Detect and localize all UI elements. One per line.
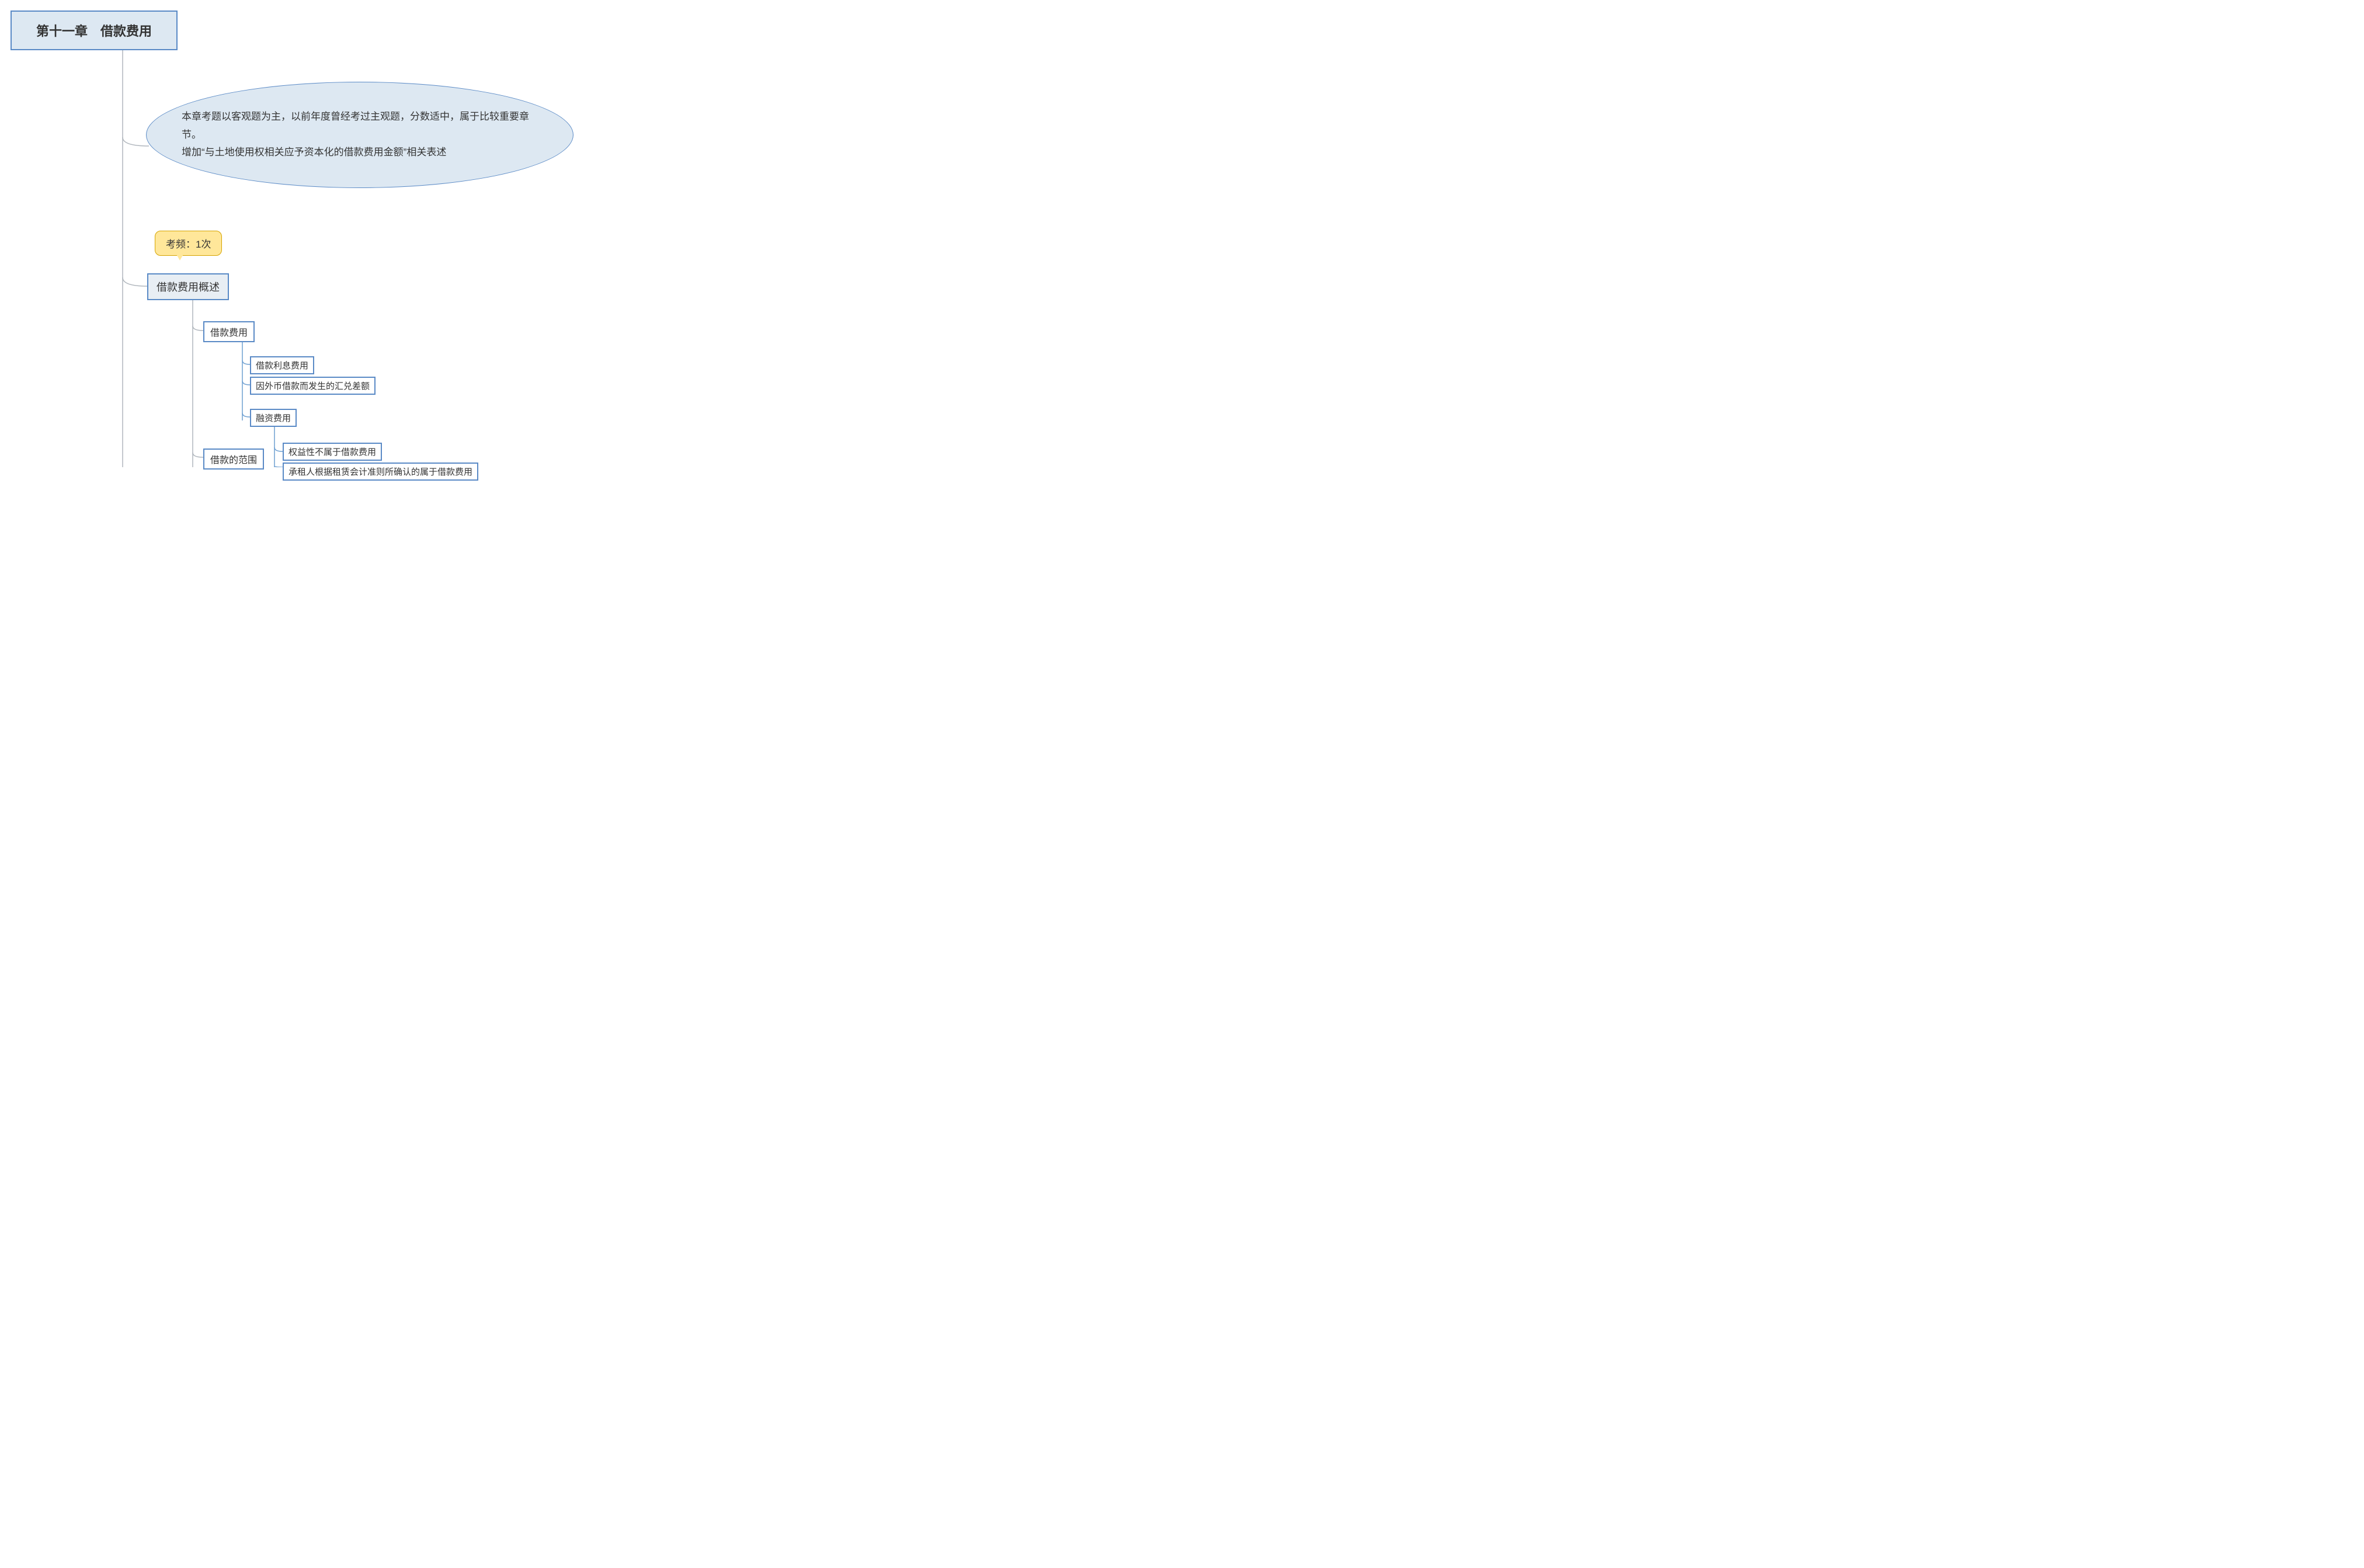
- node-borrowing-costs: 借款费用: [203, 321, 255, 342]
- chapter-title: 第十一章 借款费用: [11, 11, 178, 50]
- mindmap-canvas: 第十一章 借款费用 本章考题以客观题为主，以前年度曾经考过主观题，分数适中，属于…: [0, 0, 701, 467]
- node-finance-costs: 融资费用: [250, 409, 297, 427]
- callout-tail: [175, 252, 185, 260]
- section-overview: 借款费用概述: [147, 273, 229, 300]
- connector-lines: [0, 0, 701, 467]
- ellipse-line-2: 增加“与土地使用权相关应予资本化的借款费用金额”相关表述: [182, 144, 538, 162]
- node-borrowing-scope: 借款的范围: [203, 449, 264, 470]
- node-fx-difference: 因外币借款而发生的汇兑差额: [250, 377, 376, 395]
- node-interest-expense: 借款利息费用: [250, 356, 314, 374]
- frequency-callout: 考频：1次: [155, 231, 222, 256]
- ellipse-line-1: 本章考题以客观题为主，以前年度曾经考过主观题，分数适中，属于比较重要章节。: [182, 108, 538, 144]
- chapter-summary-ellipse: 本章考题以客观题为主，以前年度曾经考过主观题，分数适中，属于比较重要章节。 增加…: [146, 82, 573, 188]
- node-equity-not-borrowing: 权益性不属于借款费用: [283, 443, 382, 461]
- node-lessee-recognised: 承租人根据租赁会计准则所确认的属于借款费用: [283, 463, 478, 481]
